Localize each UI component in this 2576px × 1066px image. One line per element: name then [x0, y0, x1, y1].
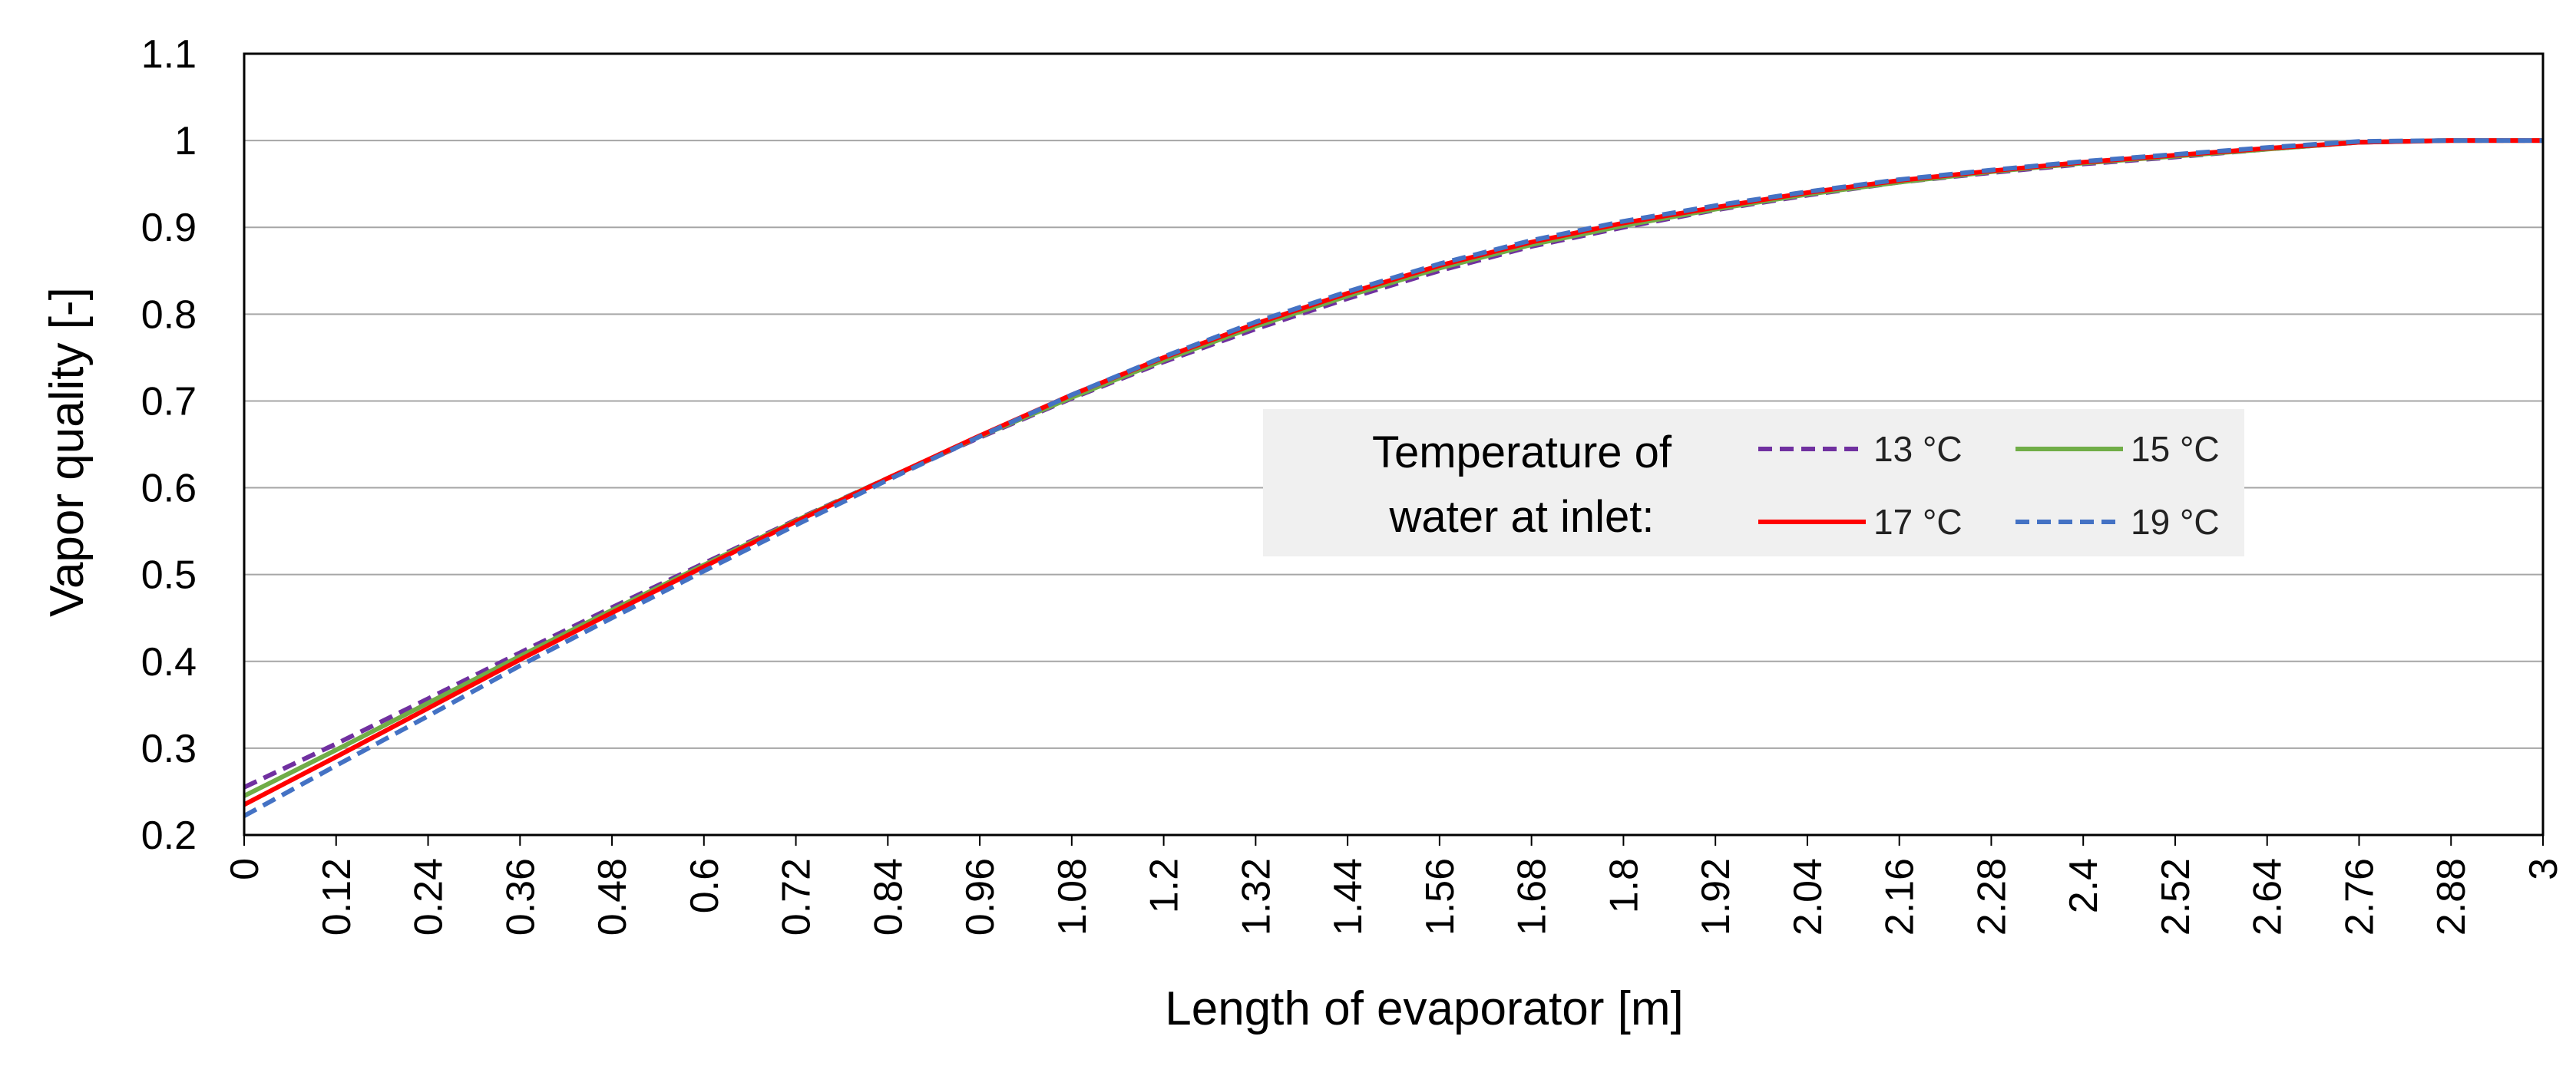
- x-tick-label: 1.8: [1602, 858, 1646, 913]
- x-tick-label: 0.48: [590, 858, 635, 936]
- x-tick-label: 2.4: [2062, 858, 2106, 913]
- legend-label: 15 °C: [2131, 429, 2220, 469]
- x-tick-label: 1.32: [1234, 858, 1278, 936]
- x-tick-label: 2.52: [2154, 858, 2198, 936]
- legend-label: 13 °C: [1873, 429, 1963, 469]
- legend-items-box: [1738, 409, 2244, 556]
- y-tick-label: 0.6: [141, 467, 197, 511]
- y-tick-label: 0.5: [141, 553, 197, 598]
- legend-label: 17 °C: [1873, 502, 1963, 542]
- x-tick-label: 0.96: [958, 858, 1003, 936]
- x-tick-label: 0.12: [315, 858, 359, 936]
- x-tick-label: 0.36: [498, 858, 543, 936]
- legend-entries: 13 °C 15 °C 17 °C 19 °C: [1758, 429, 2220, 542]
- x-tick-label: 1.2: [1143, 858, 1187, 913]
- legend-title-box: [1263, 409, 1739, 556]
- x-tick-label: 2.28: [1969, 858, 2014, 936]
- x-tick-label: 2.16: [1878, 858, 1923, 936]
- x-tick-label: 0.84: [866, 858, 911, 936]
- x-tick-label: 1.68: [1510, 858, 1555, 936]
- x-tick-label: 0.72: [775, 858, 819, 936]
- x-tick-label: 0.24: [407, 858, 451, 936]
- y-tick-label: 0.3: [141, 727, 197, 771]
- y-tick-label: 1.1: [141, 32, 197, 77]
- series-line-19-C: [243, 138, 2543, 818]
- y-tick-label: 0.2: [141, 814, 197, 858]
- x-tick-label: 0.6: [683, 858, 727, 913]
- x-tick-label: 2.76: [2337, 858, 2382, 936]
- y-tick-label: 0.8: [141, 292, 197, 337]
- legend-title-line-1: Temperature of: [1372, 427, 1672, 477]
- y-axis-title: Vapor quality [-]: [41, 287, 94, 617]
- x-tick-label: 1.44: [1326, 858, 1371, 936]
- x-tick-label: 1.92: [1694, 858, 1738, 936]
- y-tick-label: 0.4: [141, 640, 197, 685]
- y-tick-label: 0.7: [141, 379, 197, 424]
- y-axis-tick-labels: 0.2 0.3 0.4 0.5 0.6 0.7 0.8 0.9 1 1.1: [141, 32, 197, 858]
- x-tick-label: 3: [2521, 858, 2566, 880]
- x-axis-tick-labels: 0 0.12 0.24 0.36 0.48 0.6 0.72 0.84 0.96 1.08 1.2 1…: [223, 858, 2566, 936]
- series-lines: [243, 138, 2543, 818]
- x-tick-label: 2.88: [2429, 858, 2474, 936]
- x-tick-label: 1.56: [1418, 858, 1463, 936]
- y-tick-label: 0.9: [141, 206, 197, 250]
- legend-title-line-2: water at inlet:: [1389, 492, 1655, 542]
- plot-area-frame: [243, 52, 2545, 837]
- x-tick-label: 2.04: [1786, 858, 1830, 936]
- x-tick-label: 0: [223, 858, 267, 880]
- legend: Temperature of water at inlet: 13 °C 15 °…: [1263, 409, 2244, 556]
- x-tick-label: 1.08: [1050, 858, 1095, 936]
- x-axis-title: Length of evaporator [m]: [1165, 982, 1684, 1035]
- x-tick-label: 2.64: [2246, 858, 2290, 936]
- y-tick-label: 1: [174, 119, 197, 163]
- legend-label: 19 °C: [2131, 502, 2220, 542]
